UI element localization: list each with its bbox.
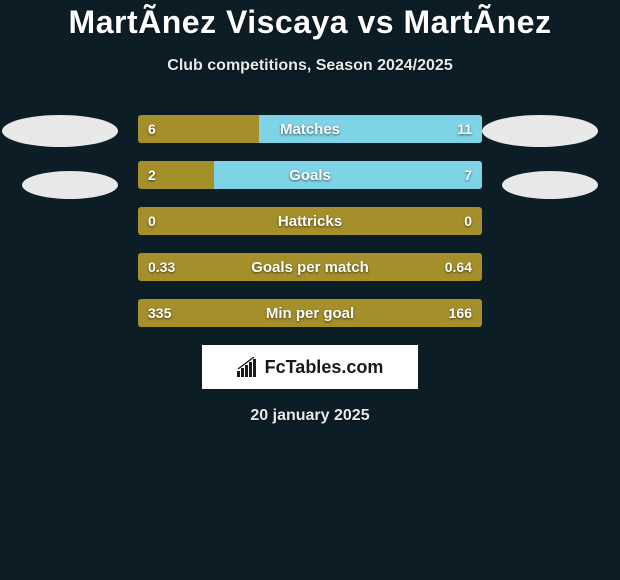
stat-label: Min per goal [138,299,482,327]
stat-value-left: 335 [138,299,181,327]
decorative-oval [482,115,598,147]
stat-row: 0.33 0.64Goals per match [138,253,482,281]
stat-label: Goals per match [138,253,482,281]
bars-icon [237,357,259,377]
logo-text: FcTables.com [265,357,384,378]
stat-value-right: 166 [439,299,482,327]
stat-value-left: 2 [138,161,166,189]
comparison-infographic: MartÃnez Viscaya vs MartÃnez Club compet… [0,0,620,580]
date-text: 20 january 2025 [0,407,620,425]
stat-row: 335 166Min per goal [138,299,482,327]
stat-row: 27Goals [138,161,482,189]
decorative-oval [502,171,598,199]
stat-value-left: 0.33 [138,253,185,281]
stat-row: 0 0Hattricks [138,207,482,235]
stat-row: 611Matches [138,115,482,143]
decorative-oval [22,171,118,199]
stat-value-right: 7 [454,161,482,189]
stat-value-right: 11 [447,115,482,143]
page-title: MartÃnez Viscaya vs MartÃnez [0,4,620,41]
stat-value-right: 0 [454,207,482,235]
stat-value-left: 0 [138,207,166,235]
stat-value-right: 0.64 [435,253,482,281]
decorative-oval [2,115,118,147]
page-subtitle: Club competitions, Season 2024/2025 [0,57,620,75]
bar-fill-right [214,161,482,189]
source-logo: FcTables.com [202,345,418,389]
chart-area: 611Matches27Goals00Hattricks0.330.64Goal… [0,115,620,327]
stat-rows: 611Matches27Goals00Hattricks0.330.64Goal… [138,115,482,327]
stat-value-left: 6 [138,115,166,143]
stat-label: Hattricks [138,207,482,235]
